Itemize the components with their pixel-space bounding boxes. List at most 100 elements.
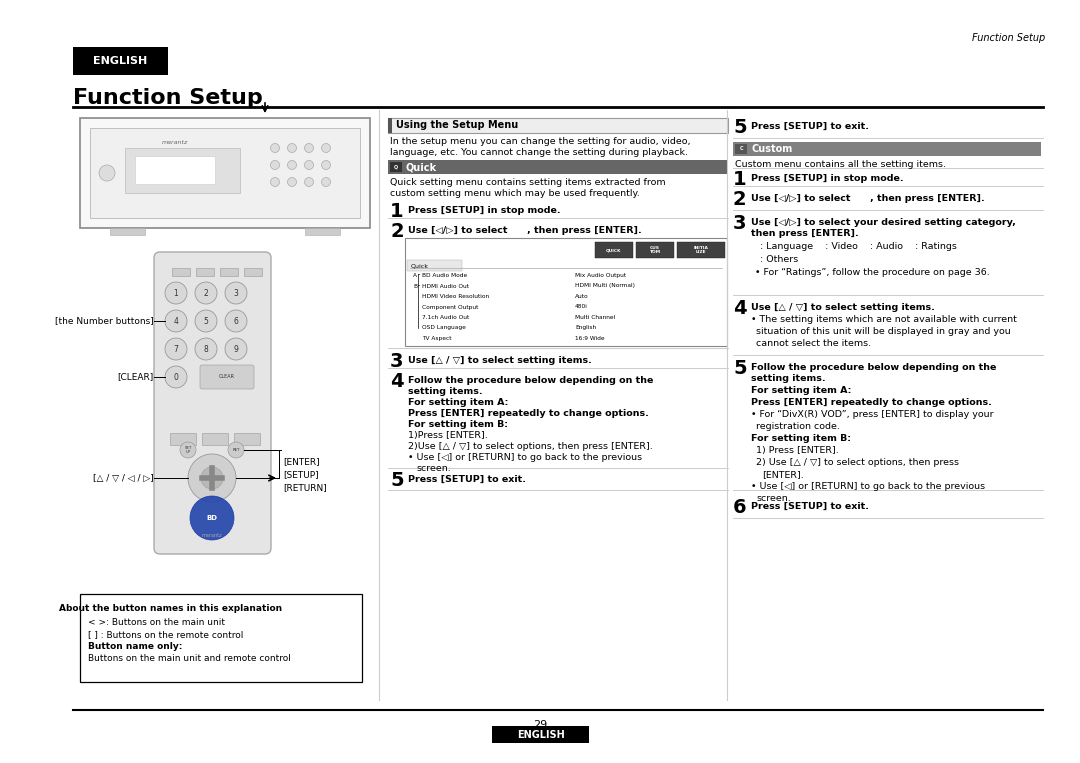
Text: Press [ENTER] repeatedly to change options.: Press [ENTER] repeatedly to change optio… <box>408 409 649 418</box>
Text: Use [△ / ▽] to select setting items.: Use [△ / ▽] to select setting items. <box>408 356 592 365</box>
Text: Press [SETUP] to exit.: Press [SETUP] to exit. <box>751 502 869 511</box>
Text: Use [△ / ▽] to select setting items.: Use [△ / ▽] to select setting items. <box>751 303 935 312</box>
Text: SET
UP: SET UP <box>185 446 191 454</box>
Text: 6: 6 <box>233 317 239 326</box>
Text: 5: 5 <box>203 317 208 326</box>
Text: For setting item A:: For setting item A: <box>751 386 851 395</box>
Text: 3: 3 <box>233 288 239 298</box>
Text: Buttons on the main unit and remote control: Buttons on the main unit and remote cont… <box>87 654 291 663</box>
Circle shape <box>305 143 313 153</box>
Bar <box>388 118 392 133</box>
Circle shape <box>305 178 313 186</box>
Circle shape <box>99 165 114 181</box>
Text: For setting item B:: For setting item B: <box>751 434 851 443</box>
Circle shape <box>287 178 297 186</box>
Text: Use [◁/▷] to select      , then press [ENTER].: Use [◁/▷] to select , then press [ENTER]… <box>408 226 642 235</box>
Text: Function Setup: Function Setup <box>73 88 262 108</box>
Text: Function Setup: Function Setup <box>972 33 1045 43</box>
Text: Auto: Auto <box>575 294 589 299</box>
Text: : Others: : Others <box>751 255 798 264</box>
Circle shape <box>225 282 247 304</box>
Text: situation of this unit will be displayed in gray and you: situation of this unit will be displayed… <box>756 327 1011 336</box>
Circle shape <box>305 160 313 169</box>
Text: CUS
TOM: CUS TOM <box>649 246 661 254</box>
Bar <box>172 268 190 276</box>
Bar <box>125 148 240 193</box>
Bar <box>234 433 260 445</box>
Text: Custom: Custom <box>751 144 793 154</box>
Text: CLEAR: CLEAR <box>219 375 235 379</box>
Circle shape <box>190 496 234 540</box>
Text: Using the Setup Menu: Using the Setup Menu <box>396 121 518 130</box>
Bar <box>390 162 402 172</box>
Text: RET: RET <box>232 448 240 452</box>
Bar <box>636 242 674 258</box>
Text: 2: 2 <box>390 222 404 241</box>
Text: Multi Channel: Multi Channel <box>575 315 616 320</box>
Bar <box>195 268 214 276</box>
Text: Follow the procedure below depending on the: Follow the procedure below depending on … <box>751 363 997 372</box>
Text: BD Audio Mode: BD Audio Mode <box>422 273 468 278</box>
Text: About the button names in this explanation: About the button names in this explanati… <box>59 604 283 613</box>
Text: registration code.: registration code. <box>756 422 840 431</box>
Text: custom setting menu which may be used frequently.: custom setting menu which may be used fr… <box>390 189 639 198</box>
Text: Component Output: Component Output <box>422 304 478 310</box>
Text: Mix Audio Output: Mix Audio Output <box>575 273 626 278</box>
Text: OSD Language: OSD Language <box>422 326 465 330</box>
Text: 29: 29 <box>532 720 548 730</box>
Text: : Language    : Video    : Audio    : Ratings: : Language : Video : Audio : Ratings <box>751 242 957 251</box>
Text: B: B <box>413 284 417 288</box>
Bar <box>595 242 633 258</box>
Circle shape <box>225 310 247 332</box>
Circle shape <box>322 143 330 153</box>
Text: 7: 7 <box>174 345 178 353</box>
Text: then press [ENTER].: then press [ENTER]. <box>751 229 859 238</box>
Text: ENGLISH: ENGLISH <box>516 729 565 739</box>
Circle shape <box>180 442 195 458</box>
Circle shape <box>322 160 330 169</box>
Circle shape <box>287 143 297 153</box>
Bar <box>80 118 370 228</box>
Text: 2) Use [△ / ▽] to select options, then press: 2) Use [△ / ▽] to select options, then p… <box>756 458 959 467</box>
Text: • The setting items which are not available with current: • The setting items which are not availa… <box>751 315 1017 324</box>
Circle shape <box>225 338 247 360</box>
Bar <box>388 160 728 174</box>
Circle shape <box>322 178 330 186</box>
Text: Use [◁/▷] to select      , then press [ENTER].: Use [◁/▷] to select , then press [ENTER]… <box>751 194 985 203</box>
Text: 2: 2 <box>204 288 208 298</box>
Circle shape <box>165 310 187 332</box>
Bar <box>305 228 340 235</box>
Circle shape <box>287 160 297 169</box>
Text: Press [SETUP] in stop mode.: Press [SETUP] in stop mode. <box>408 206 561 215</box>
Text: ENGLISH: ENGLISH <box>93 56 148 66</box>
Text: 16:9 Wide: 16:9 Wide <box>575 336 605 341</box>
Text: [CLEAR]: [CLEAR] <box>118 372 154 382</box>
Text: 5: 5 <box>390 471 404 490</box>
Text: 7.1ch Audio Out: 7.1ch Audio Out <box>422 315 469 320</box>
Text: 3: 3 <box>733 214 746 233</box>
Text: Press [SETUP] to exit.: Press [SETUP] to exit. <box>408 475 526 484</box>
Circle shape <box>270 143 280 153</box>
Text: setting items.: setting items. <box>751 374 825 383</box>
Text: 8: 8 <box>204 345 208 353</box>
Text: 9: 9 <box>233 345 239 353</box>
Bar <box>492 726 589 743</box>
Text: HDMI Video Resolution: HDMI Video Resolution <box>422 294 489 299</box>
Text: 1: 1 <box>733 170 746 189</box>
Text: Press [SETUP] to exit.: Press [SETUP] to exit. <box>751 122 869 131</box>
Text: marantz: marantz <box>202 533 222 538</box>
Circle shape <box>165 366 187 388</box>
Circle shape <box>165 282 187 304</box>
Circle shape <box>270 160 280 169</box>
Text: Press [SETUP] in stop mode.: Press [SETUP] in stop mode. <box>751 174 904 183</box>
Text: < >: Buttons on the main unit: < >: Buttons on the main unit <box>87 618 225 627</box>
Text: 1) Press [ENTER].: 1) Press [ENTER]. <box>756 446 839 455</box>
Text: 1: 1 <box>390 202 404 221</box>
Text: For setting item A:: For setting item A: <box>408 398 509 407</box>
Bar <box>244 268 262 276</box>
Text: Follow the procedure below depending on the: Follow the procedure below depending on … <box>408 376 653 385</box>
Text: 1)Press [ENTER].: 1)Press [ENTER]. <box>408 431 488 440</box>
Text: 3: 3 <box>390 352 404 371</box>
Circle shape <box>201 467 222 489</box>
Bar <box>220 268 238 276</box>
